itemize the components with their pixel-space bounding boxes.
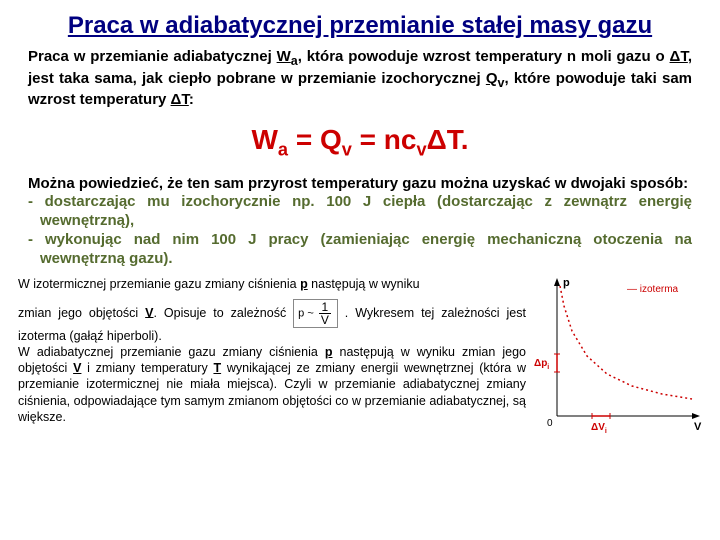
t: ΔT [670,48,688,65]
t: Można powiedzieć, że ten sam przyrost te… [28,175,692,194]
t: T [213,361,221,375]
t: p ~ [298,307,314,319]
t: W [277,48,291,65]
t: W izotermicznej przemianie gazu zmiany c… [18,277,300,291]
t: . Opisuje to zależność [154,305,294,319]
page-title: Praca w adiabatycznej przemianie stałej … [18,12,702,40]
svg-text:ΔVi: ΔVi [591,422,607,435]
t: V [145,305,153,319]
t: Praca w przemianie adiabatycznej [28,48,277,65]
t: = [288,124,320,155]
t: v [342,140,352,160]
t: , która powoduje wzrost temperatury n mo… [298,48,670,65]
svg-text:p: p [563,277,570,289]
chart-svg: p V 0 — izoterma Δpi ΔVi [532,276,702,446]
intro-text: Praca w przemianie adiabatycznej Wa, któ… [28,48,692,110]
svg-text:— izoterma: — izoterma [627,284,679,295]
t: Q [486,70,498,87]
svg-text:0: 0 [547,418,553,429]
svg-text:Δpi: Δpi [534,358,549,371]
t: ΔT [171,91,189,108]
t: 1 [319,301,331,314]
lower-text: W izotermicznej przemianie gazu zmiany c… [18,276,526,446]
t: : [189,91,194,108]
t: ΔT. [427,124,469,155]
t: W [251,124,277,155]
main-equation: Wa = Qv = ncvΔT. [18,124,702,161]
t: W adiabatycznej przemianie gazu zmiany c… [18,345,325,359]
explain-block: Można powiedzieć, że ten sam przyrost te… [28,175,692,269]
t: Q [320,124,342,155]
t: v [416,140,426,160]
t: = nc [352,124,417,155]
t: i zmiany temperatury [81,361,213,375]
lower-row: W izotermicznej przemianie gazu zmiany c… [18,276,702,446]
t: zmian jego objętości [18,305,145,319]
t: a [278,140,288,160]
t: p [300,277,308,291]
pv-chart: p V 0 — izoterma Δpi ΔVi [532,276,702,446]
t: następują w wyniku [308,277,420,291]
list-item: - wykonując nad nim 100 J pracy (zamieni… [40,231,692,269]
list-item: - dostarczając mu izochorycznie np. 100 … [40,193,692,231]
svg-text:V: V [694,421,702,433]
t: a [291,54,298,68]
t: V [319,314,331,326]
